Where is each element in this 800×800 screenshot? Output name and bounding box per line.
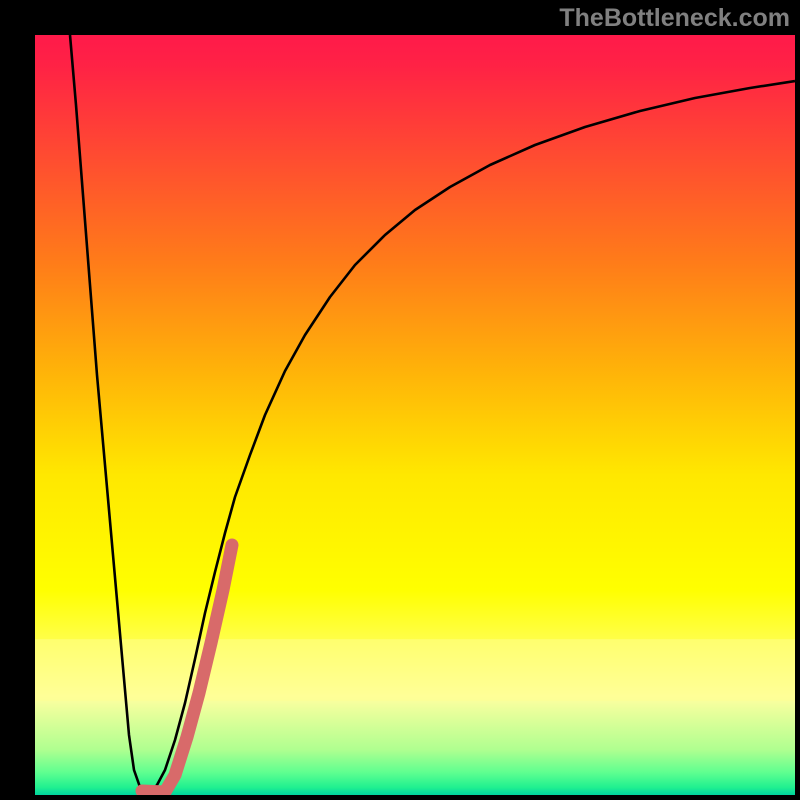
perf-curve-chart xyxy=(35,35,795,795)
common-band xyxy=(35,639,795,701)
plot-area xyxy=(35,35,795,795)
chart-root: TheBottleneck.com xyxy=(0,0,800,800)
watermark-text: TheBottleneck.com xyxy=(559,4,790,33)
